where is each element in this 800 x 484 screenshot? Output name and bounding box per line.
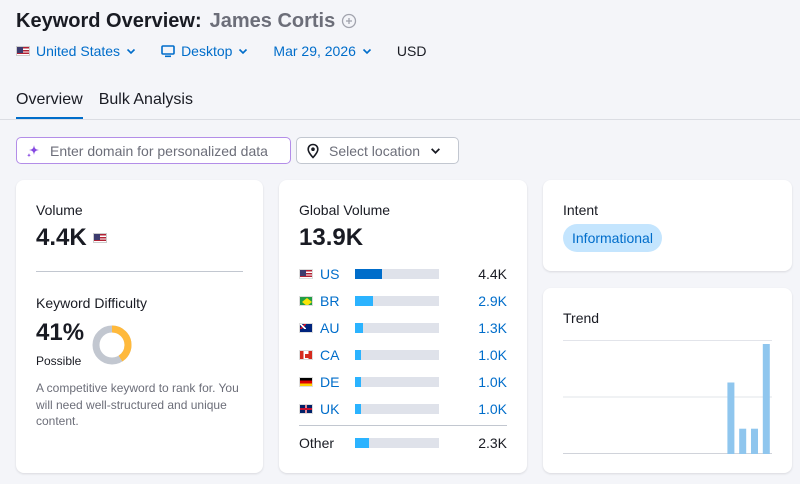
country-row-ca[interactable]: CA 1.0K	[299, 346, 507, 364]
country-share-bar	[355, 438, 439, 448]
location-select[interactable]: Select location	[296, 137, 459, 164]
chevron-down-icon	[431, 148, 441, 154]
tab-overview[interactable]: Overview	[16, 84, 83, 120]
country-code[interactable]: UK	[320, 401, 340, 417]
device-label: Desktop	[181, 43, 233, 59]
chevron-down-icon	[362, 48, 371, 55]
divider	[36, 271, 243, 272]
country-code[interactable]: BR	[320, 293, 340, 309]
country-volume[interactable]: 1.0K	[478, 401, 507, 417]
country-volume[interactable]: 2.9K	[478, 293, 507, 309]
country-dropdown[interactable]: United States	[16, 43, 136, 59]
currency-label: USD	[396, 43, 427, 59]
chevron-down-icon	[239, 48, 248, 55]
uk-flag-icon	[299, 404, 313, 414]
page-header: Keyword Overview: James Cortis	[16, 8, 357, 34]
tabs-bar: Overview Bulk Analysis	[16, 84, 800, 120]
filters-bar: United States Desktop Mar 29, 2026 USD	[16, 43, 426, 59]
domain-input[interactable]: Enter domain for personalized data	[16, 137, 291, 164]
country-share-bar	[355, 377, 439, 387]
global-volume-card: Global Volume 13.9K US 4.4K BR 2.9K AU 1…	[279, 180, 527, 473]
add-to-list-icon[interactable]	[341, 13, 357, 29]
location-pin-icon	[307, 143, 319, 159]
country-label: United States	[36, 43, 121, 59]
date-label: Mar 29, 2026	[273, 43, 356, 59]
br-flag-icon	[299, 296, 313, 306]
country-share-bar	[355, 323, 439, 333]
other-volume: 2.3K	[478, 435, 507, 451]
country-share-fill	[355, 296, 373, 306]
country-row-br[interactable]: BR 2.9K	[299, 292, 507, 310]
trend-bar[interactable]	[727, 382, 735, 455]
keyword-difficulty-label: Keyword Difficulty	[36, 295, 148, 311]
volume-value-row: 4.4K	[36, 224, 107, 252]
country-share-fill	[355, 377, 361, 387]
country-share-fill	[355, 438, 369, 448]
country-code[interactable]: DE	[320, 374, 340, 390]
country-share-fill	[355, 350, 361, 360]
country-share-bar	[355, 350, 439, 360]
intent-label: Intent	[563, 202, 599, 218]
country-row-uk[interactable]: UK 1.0K	[299, 400, 507, 418]
us-flag-icon	[16, 46, 30, 56]
volume-value: 4.4K	[36, 224, 87, 251]
country-row-other: Other 2.3K	[299, 434, 507, 452]
global-volume-label: Global Volume	[299, 202, 391, 218]
country-volume[interactable]: 1.0K	[478, 374, 507, 390]
tab-bulk-analysis[interactable]: Bulk Analysis	[98, 91, 193, 108]
country-code[interactable]: AU	[320, 320, 340, 336]
country-row-au[interactable]: AU 1.3K	[299, 319, 507, 337]
trend-chart	[563, 340, 772, 454]
sparkle-icon	[27, 144, 39, 157]
volume-difficulty-card: Volume 4.4K Keyword Difficulty 41% Possi…	[16, 180, 263, 473]
device-dropdown[interactable]: Desktop	[161, 43, 248, 59]
intent-card: Intent Informational	[543, 180, 792, 271]
de-flag-icon	[299, 377, 313, 387]
au-flag-icon	[299, 323, 313, 333]
ca-flag-icon	[299, 350, 313, 360]
country-code[interactable]: CA	[320, 347, 340, 363]
country-share-fill	[355, 269, 382, 279]
country-volume[interactable]: 1.0K	[478, 347, 507, 363]
trend-bar[interactable]	[739, 428, 747, 454]
keyword-difficulty-description: A competitive keyword to rank for. You w…	[36, 381, 239, 428]
keyword-title: James Cortis	[209, 9, 336, 32]
domain-input-placeholder: Enter domain for personalized data	[50, 142, 268, 159]
country-share-bar	[355, 296, 439, 306]
us-flag-icon	[92, 233, 107, 243]
page-title: Keyword Overview:	[16, 9, 202, 32]
difficulty-arc	[92, 325, 132, 365]
country-share-bar	[355, 404, 439, 414]
keyword-difficulty-level: Possible	[36, 354, 82, 368]
date-dropdown[interactable]: Mar 29, 2026	[273, 43, 372, 59]
country-share-fill	[355, 323, 363, 333]
country-code[interactable]: US	[320, 266, 340, 282]
country-volume[interactable]: 1.3K	[478, 320, 507, 336]
us-flag-icon	[299, 269, 313, 279]
trend-bar[interactable]	[762, 344, 770, 454]
country-row-us[interactable]: US 4.4K	[299, 265, 507, 283]
other-label: Other	[299, 435, 335, 451]
trend-bar[interactable]	[751, 428, 758, 454]
country-share-fill	[355, 404, 361, 414]
desktop-icon	[161, 44, 175, 57]
trend-label: Trend	[563, 310, 600, 326]
location-placeholder: Select location	[329, 142, 421, 159]
country-volume: 4.4K	[478, 266, 507, 282]
intent-badge[interactable]: Informational	[563, 224, 662, 252]
volume-label: Volume	[36, 202, 83, 218]
country-share-bar	[355, 269, 439, 279]
country-row-de[interactable]: DE 1.0K	[299, 373, 507, 391]
tabs-divider	[0, 119, 800, 120]
difficulty-donut-chart	[92, 325, 132, 365]
global-volume-value: 13.9K	[299, 224, 364, 251]
chevron-down-icon	[126, 48, 136, 55]
trend-card: Trend	[543, 288, 792, 473]
keyword-difficulty-value: 41%	[36, 319, 85, 346]
divider	[299, 425, 507, 426]
